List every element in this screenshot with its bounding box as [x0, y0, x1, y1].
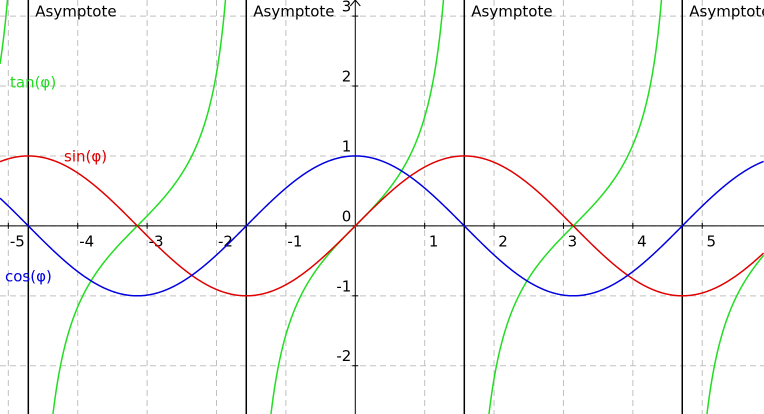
x-tick-label: 3	[568, 232, 578, 250]
x-tick-label: -4	[79, 232, 94, 250]
y-tick-label: -1	[336, 277, 351, 295]
asymptote-label: Asymptote	[253, 3, 334, 21]
legend-label: cos(φ)	[5, 268, 52, 286]
x-tick-label: -2	[218, 232, 233, 250]
legend-label: sin(φ)	[64, 148, 107, 166]
asymptote-label: Asymptote	[471, 3, 552, 21]
x-tick-label: 1	[429, 232, 439, 250]
curve	[0, 155, 764, 297]
x-tick-label: -5	[10, 232, 25, 250]
y-tick-label: 0	[342, 207, 352, 225]
x-tick-label: -3	[149, 232, 164, 250]
x-tick-label: 2	[498, 232, 508, 250]
curve	[0, 155, 764, 297]
y-tick-label: 2	[342, 68, 352, 86]
x-tick-label: 4	[637, 232, 647, 250]
x-tick-label: -1	[287, 232, 302, 250]
asymptote-label: Asymptote	[35, 3, 116, 21]
y-tick-label: -2	[336, 347, 351, 365]
y-tick-label: 3	[342, 0, 352, 16]
x-tick-label: 5	[706, 232, 716, 250]
asymptote-label: Asymptote	[689, 3, 764, 21]
y-axis-arrow	[349, 0, 361, 7]
legend-label: tan(φ)	[10, 74, 56, 92]
y-tick-label: 1	[342, 137, 352, 155]
